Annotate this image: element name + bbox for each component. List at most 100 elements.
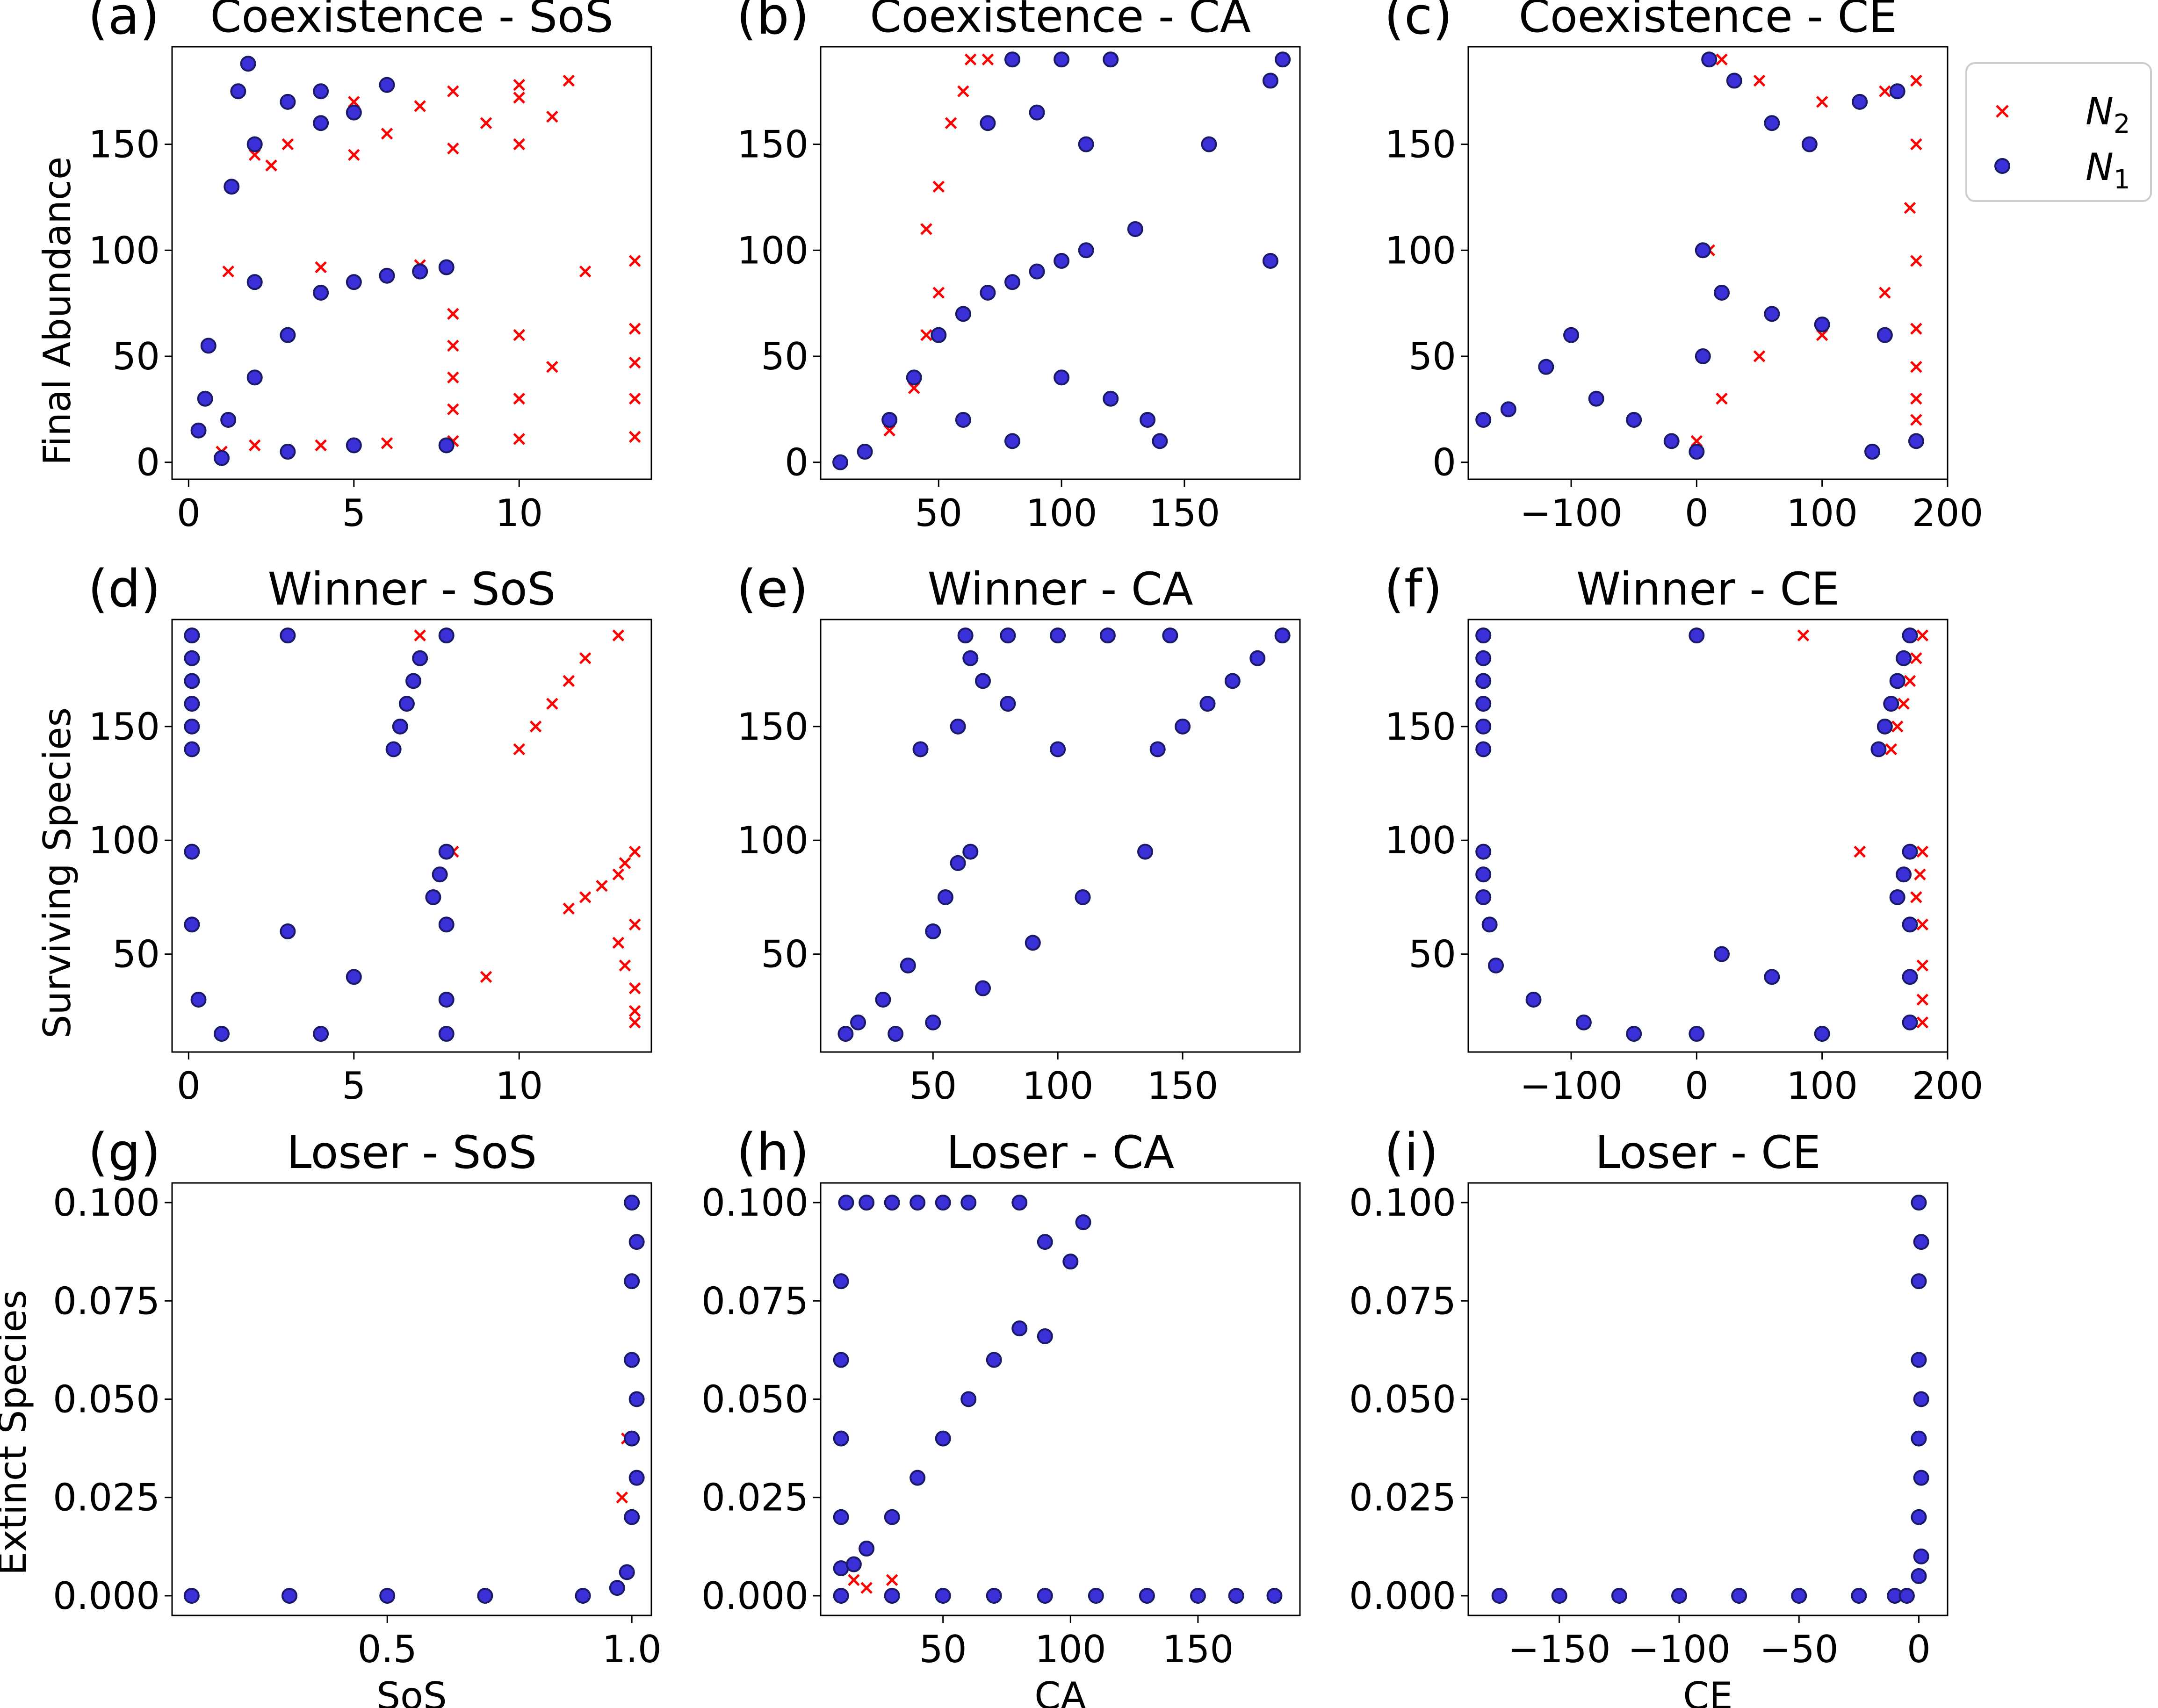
point-n1 [980,284,996,301]
point-n1 [398,696,415,712]
point-n1 [937,889,953,905]
point-n1 [392,718,408,735]
point-n2 [1910,360,1922,373]
point-n1 [1274,627,1291,644]
point-n1 [1689,1026,1705,1042]
series-n1-i [1491,1195,1929,1604]
series-n2-e [839,629,972,1040]
panel-letter-e: (e) [736,559,808,619]
point-n1 [1224,673,1241,689]
panel-letter-g: (g) [88,1122,161,1182]
point-n1 [925,1014,941,1031]
series-n1-b [832,51,1291,470]
point-n2 [1879,287,1891,299]
point-n2-stroke [480,117,492,130]
panel-letter-c: (c) [1384,0,1452,46]
point-n1 [609,1580,625,1596]
point-n2-stroke [1879,85,1891,97]
point-n2 [563,74,575,87]
point-n2 [628,845,641,858]
point-n1 [1140,412,1156,428]
point-n1 [1481,916,1498,933]
point-n2 [1916,959,1929,972]
point-n2-stroke [1690,435,1703,447]
point-n2 [546,698,558,710]
point-n1 [833,1509,849,1525]
y-tick-label: 0.100 [1349,1181,1456,1225]
point-n1 [1475,718,1492,735]
point-n1 [1199,696,1216,712]
point-n1 [859,1541,875,1557]
y-tick-label: 150 [737,705,808,749]
panel-letter-i: (i) [1384,1122,1438,1182]
x-axis-label-i: CE [1683,1674,1732,1708]
point-n1 [184,843,200,860]
point-n1 [1764,115,1780,131]
point-n2 [222,265,234,278]
point-n1 [1190,1587,1206,1604]
point-n1 [1764,306,1780,322]
point-n1 [1050,741,1066,757]
point-n1 [955,306,971,322]
point-n2 [1916,629,1929,641]
point-n1 [1475,866,1492,883]
y-tick-label: 50 [112,335,160,378]
point-n1 [1911,1568,1927,1584]
point-n2 [628,918,641,931]
x-tick-label: −50 [1760,1628,1839,1671]
x-tick-label: 0 [1685,1064,1709,1108]
point-n1 [1814,316,1830,332]
legend-box [1965,62,2152,202]
point-n2-stroke [447,403,459,416]
point-n1 [1139,1587,1155,1604]
point-n1 [438,843,455,860]
point-n1 [1475,889,1492,905]
point-n1 [346,969,362,985]
point-n2 [1891,721,1904,733]
point-n2 [1910,652,1922,664]
point-n1 [884,1195,900,1211]
point-n2 [1910,138,1922,151]
point-n2-stroke [908,382,920,394]
point-n1 [280,94,296,110]
x-tick-label: −100 [1520,491,1623,535]
point-n1 [1475,696,1492,712]
panels: Coexistence - SoS(a)0 5 10050100150Coexist… [53,0,1983,1708]
y-tick-label: 150 [1385,123,1456,166]
series-n1-h [833,1195,1283,1604]
point-n1 [975,673,991,689]
point-n2 [381,437,393,449]
point-n2-stroke [1916,629,1929,641]
legend-marker-n2 [1996,105,2009,118]
point-n1 [1908,433,1924,449]
point-n1 [214,450,230,466]
point-n1 [438,437,455,454]
point-n2 [982,53,994,65]
x-tick-label: 100 [1035,1628,1106,1671]
panel-b: Coexistence - CA (b) 50 100 150 0 50 100 150 [736,0,1301,535]
point-n2 [628,392,641,405]
y-tick-label: 0.075 [53,1279,160,1323]
panel-title-e: Winner - CA [927,563,1193,615]
point-n1 [183,1587,200,1604]
point-n1 [1902,969,1918,985]
point-n1 [1004,433,1020,449]
point-n1 [1689,627,1705,644]
point-n1 [220,412,237,428]
point-n1 [960,1391,977,1407]
point-n2-stroke [1753,74,1766,87]
point-n2-stroke [222,265,234,278]
point-n1 [1877,327,1893,343]
x-tick-label: 150 [1149,491,1220,535]
point-n1 [1663,433,1680,449]
point-n2 [628,1005,641,1017]
point-n1 [624,1273,640,1290]
series-n2-f [1797,629,1929,1029]
point-n2-stroke [1910,891,1922,903]
point-n2-stroke [982,53,994,65]
point-n2 [619,857,631,869]
point-n1 [1731,1587,1747,1604]
point-n2 [1910,891,1922,903]
point-n2 [315,439,327,452]
